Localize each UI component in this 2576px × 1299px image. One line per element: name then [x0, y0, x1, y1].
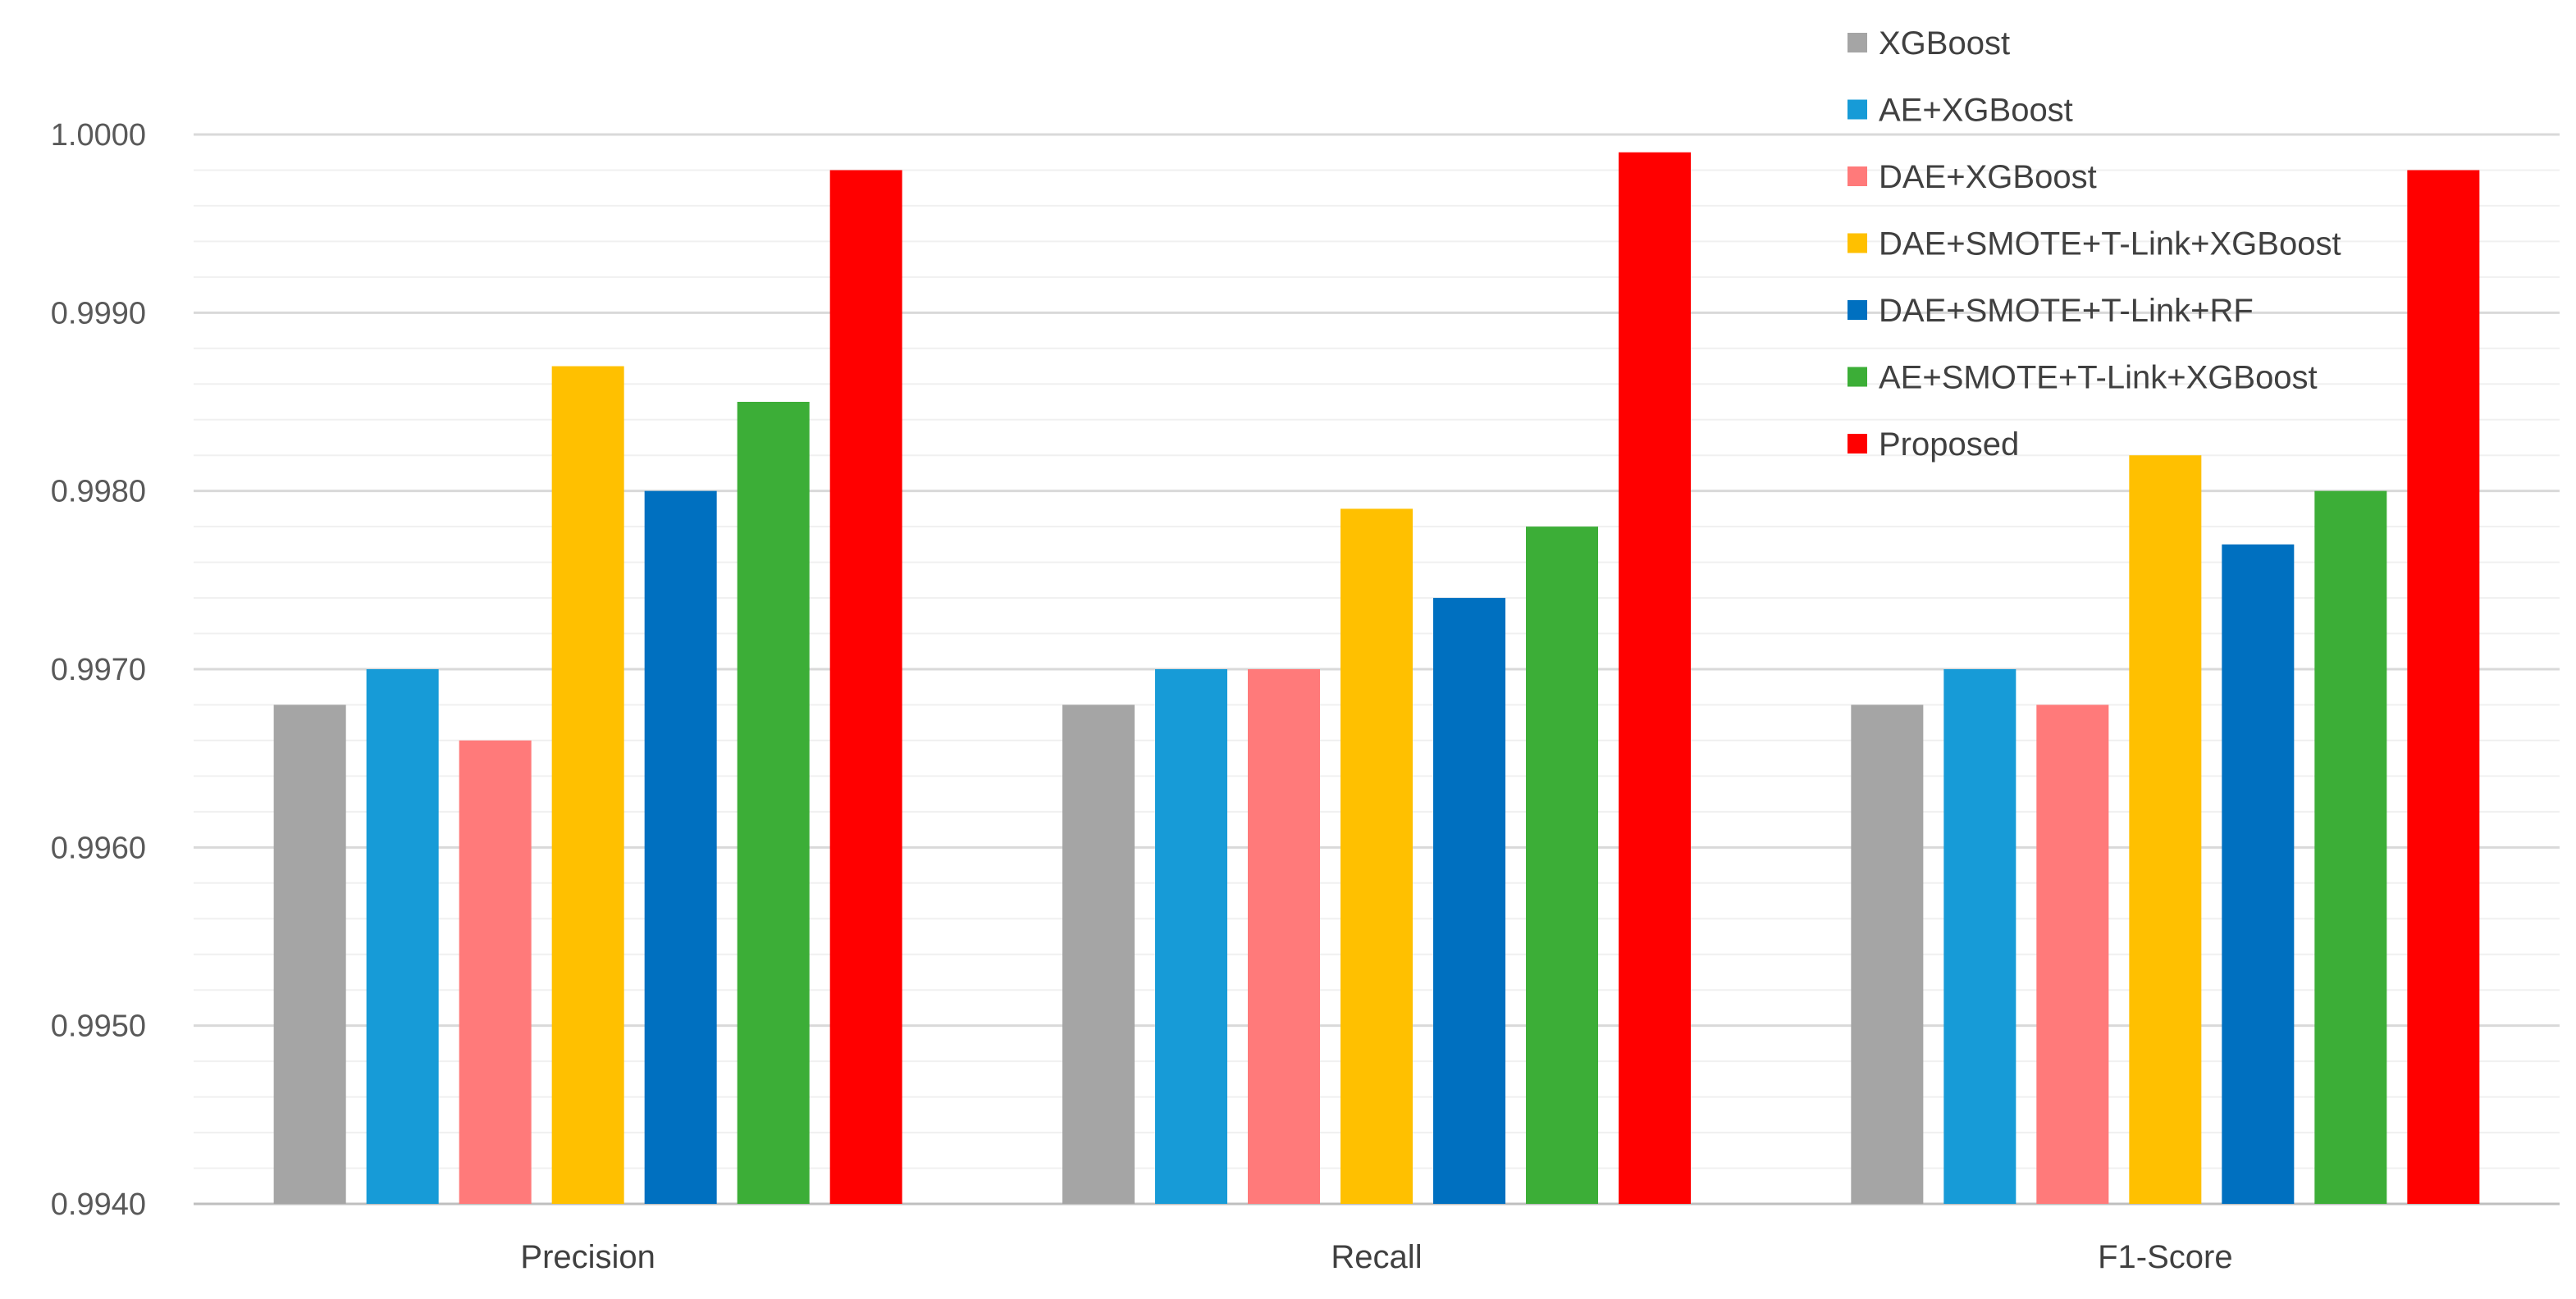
- x-axis: Precision Recall F1-Score: [520, 1239, 2232, 1275]
- x-category-label: Recall: [1331, 1239, 1422, 1275]
- legend-swatch: [1848, 99, 1867, 120]
- bar: [1943, 669, 2016, 1204]
- legend-label: AE+XGBoost: [1879, 93, 2073, 129]
- legend-label: Proposed: [1879, 426, 2019, 463]
- bar: [366, 669, 439, 1204]
- y-tick-label: 0.9940: [51, 1187, 146, 1222]
- bar: [2314, 490, 2387, 1204]
- bar: [459, 740, 532, 1204]
- bar: [1062, 704, 1135, 1204]
- y-axis: 0.9940 0.9950 0.9960 0.9970 0.9980 0.9990 1.00…: [51, 118, 146, 1222]
- bar: [2407, 170, 2480, 1204]
- legend-label: DAE+XGBoost: [1879, 159, 2097, 195]
- legend-label: DAE+SMOTE+T-Link+XGBoost: [1879, 226, 2341, 262]
- bar: [1155, 669, 1227, 1204]
- bar: [1341, 508, 1413, 1204]
- legend-label: XGBoost: [1879, 25, 2010, 62]
- bar: [1248, 669, 1320, 1204]
- bars: [273, 152, 2480, 1204]
- legend-swatch: [1848, 434, 1867, 454]
- legend-label: DAE+SMOTE+T-Link+RF: [1879, 293, 2254, 329]
- bar: [1619, 152, 1691, 1204]
- legend-swatch: [1848, 300, 1867, 320]
- bar: [1526, 526, 1598, 1204]
- y-tick-label: 0.9990: [51, 296, 146, 330]
- y-tick-label: 0.9970: [51, 653, 146, 687]
- legend-swatch: [1848, 233, 1867, 253]
- bar: [2222, 544, 2295, 1204]
- bar: [273, 704, 346, 1204]
- x-category-label: F1-Score: [2098, 1239, 2233, 1275]
- bar: [1433, 598, 1505, 1204]
- bar: [2129, 455, 2202, 1204]
- bar: [551, 366, 624, 1204]
- legend-swatch: [1848, 367, 1867, 387]
- legend-label: AE+SMOTE+T-Link+XGBoost: [1879, 360, 2318, 396]
- bar: [644, 490, 717, 1204]
- bar: [737, 402, 810, 1204]
- legend: XGBoost AE+XGBoost DAE+XGBoost DAE+SMOTE+T-…: [1848, 25, 2341, 463]
- bar: [1851, 704, 1924, 1204]
- bar: [2036, 704, 2109, 1204]
- bar: [829, 170, 902, 1204]
- y-tick-label: 0.9960: [51, 831, 146, 865]
- y-tick-label: 1.0000: [51, 118, 146, 153]
- legend-swatch: [1848, 166, 1867, 186]
- y-tick-label: 0.9950: [51, 1010, 146, 1044]
- legend-swatch: [1848, 33, 1867, 52]
- x-category-label: Precision: [520, 1239, 655, 1275]
- y-tick-label: 0.9980: [51, 475, 146, 509]
